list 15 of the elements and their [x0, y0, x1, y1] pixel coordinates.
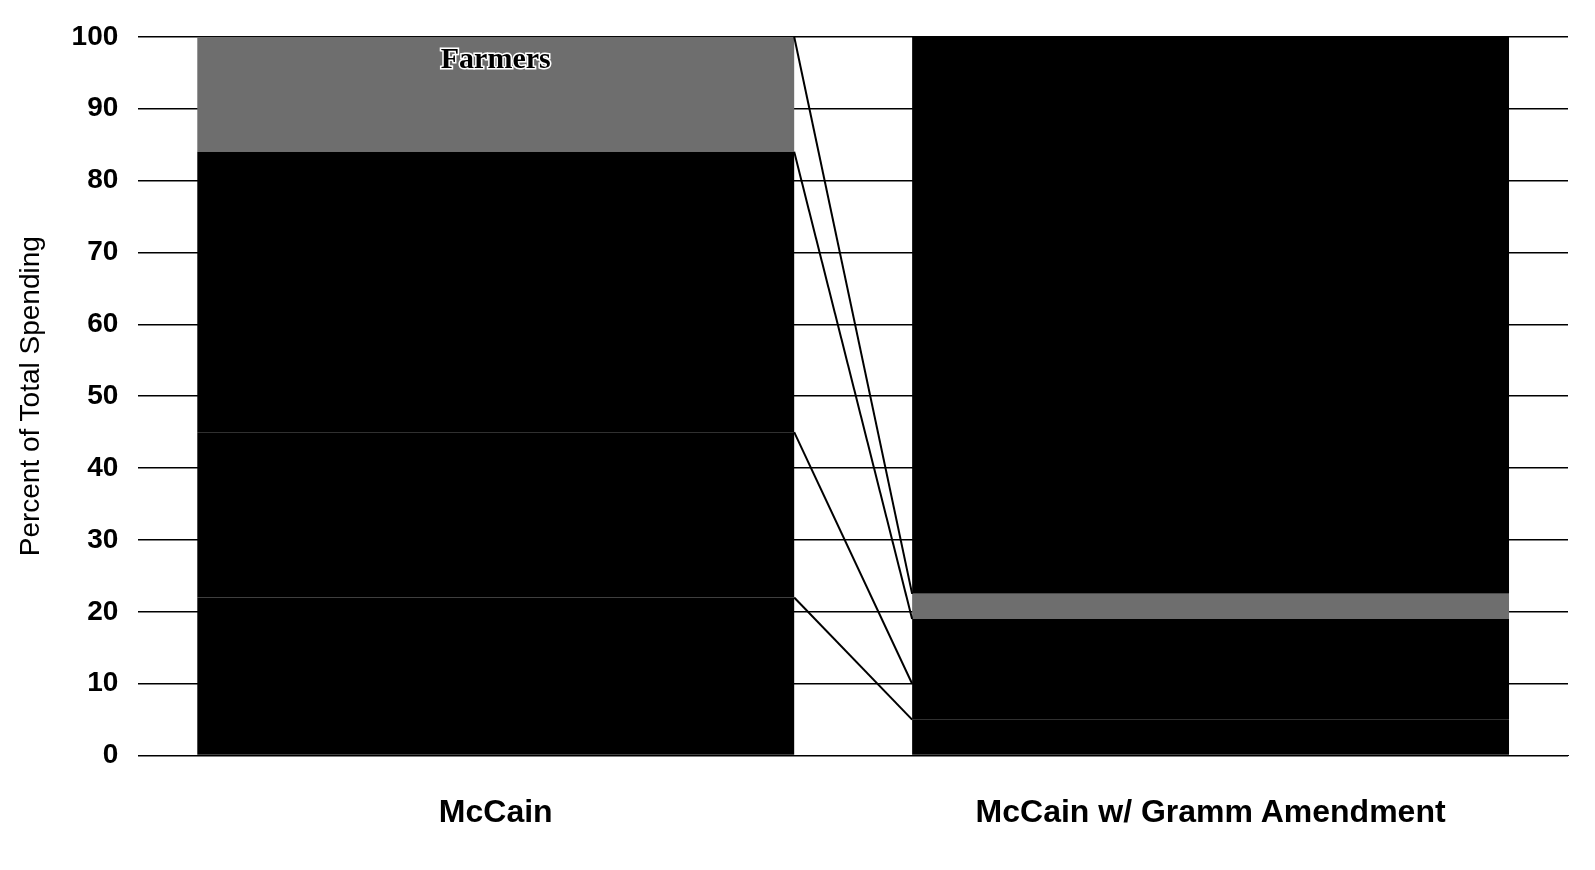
y-tick-label: 80: [87, 163, 119, 195]
y-tick-label: 30: [87, 522, 119, 554]
y-tick-label: 10: [87, 666, 119, 698]
series-label: Farmers: [440, 40, 551, 74]
y-tick-label: 60: [87, 307, 119, 339]
y-tick-label: 40: [87, 450, 119, 482]
y-tick-label: 50: [87, 378, 119, 410]
y-tick-label: 100: [71, 19, 119, 51]
y-tick-label: 70: [87, 235, 119, 267]
y-tick-label: 20: [87, 594, 119, 626]
y-tick-label: 90: [87, 91, 119, 123]
y-axis-title: Percent of Total Spending: [13, 236, 45, 557]
x-tick-label: McCain w/ Gramm Amendment: [975, 792, 1446, 829]
y-tick-label: 0: [102, 738, 119, 770]
x-tick-label: McCain: [438, 792, 553, 829]
